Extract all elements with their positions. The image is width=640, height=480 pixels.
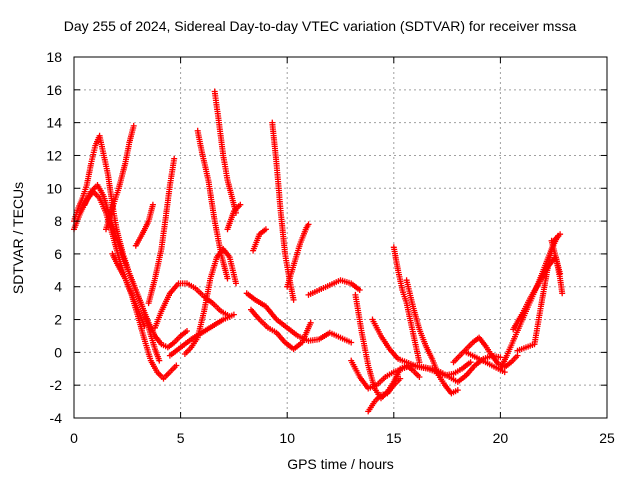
series-track-3	[81, 182, 190, 351]
axis-ticks: 0 5 10 15 20 25 -4 -2 0 2 4 6 8 10 12 14 16 18	[46, 49, 615, 446]
plus-markers	[390, 244, 423, 366]
plus-markers	[248, 306, 314, 353]
series-track-31	[548, 237, 566, 297]
plus-markers	[403, 277, 461, 397]
plus-markers	[103, 122, 137, 233]
series-track-25	[403, 277, 461, 397]
series-track-14	[250, 226, 269, 254]
series-track-18	[284, 221, 312, 290]
plus-markers	[243, 290, 355, 346]
x-tick-label: 20	[493, 430, 509, 446]
y-tick-label: 8	[54, 213, 62, 229]
y-tick-label: 10	[46, 180, 62, 196]
series-track-5	[109, 250, 148, 330]
series-track-6	[132, 201, 156, 249]
plus-markers	[365, 375, 404, 415]
y-tick-label: 16	[46, 82, 62, 98]
y-tick-label: 2	[54, 312, 62, 328]
x-tick-label: 15	[386, 430, 402, 446]
plus-markers	[132, 201, 156, 249]
chart-title: Day 255 of 2024, Sidereal Day-to-day VTE…	[63, 18, 577, 34]
series-track-22	[365, 375, 404, 415]
series-track-19	[305, 277, 363, 298]
series-track-15	[243, 290, 355, 346]
y-tick-label: 6	[54, 246, 62, 262]
series-track-11	[194, 127, 231, 282]
series-track-24	[390, 244, 423, 366]
plus-markers	[269, 119, 297, 303]
y-axis-label: SDTVAR / TECUs	[10, 181, 26, 295]
grid-lines	[74, 57, 607, 418]
y-tick-label: -2	[50, 377, 63, 393]
plot-frame	[73, 56, 608, 419]
plus-markers	[224, 201, 244, 233]
plus-markers	[194, 127, 231, 282]
x-tick-label: 10	[279, 430, 295, 446]
plus-markers	[109, 250, 148, 330]
y-tick-label: 18	[46, 49, 62, 65]
series-track-4	[103, 122, 137, 233]
series-track-7	[145, 155, 178, 307]
plus-markers	[250, 226, 269, 254]
series-track-10	[181, 246, 239, 357]
x-axis-label: GPS time / hours	[287, 456, 394, 472]
y-tick-label: 14	[46, 115, 62, 131]
x-tick-label: 5	[177, 430, 185, 446]
x-tick-label: 0	[70, 430, 78, 446]
plus-markers	[284, 221, 312, 290]
plus-markers	[81, 182, 190, 351]
series-track-16	[248, 306, 314, 353]
y-tick-label: 12	[46, 147, 62, 163]
y-tick-label: -4	[50, 410, 63, 426]
plus-markers	[181, 246, 239, 357]
y-tick-label: 4	[54, 279, 62, 295]
series-track-12	[211, 88, 239, 216]
plus-markers	[211, 88, 239, 216]
data-points	[71, 88, 566, 415]
series-track-17	[269, 119, 297, 303]
y-tick-label: 0	[54, 344, 62, 360]
plus-markers	[548, 237, 566, 297]
plus-markers	[305, 277, 363, 298]
x-tick-label: 25	[599, 430, 615, 446]
series-track-13	[224, 201, 244, 233]
plus-markers	[145, 155, 178, 307]
